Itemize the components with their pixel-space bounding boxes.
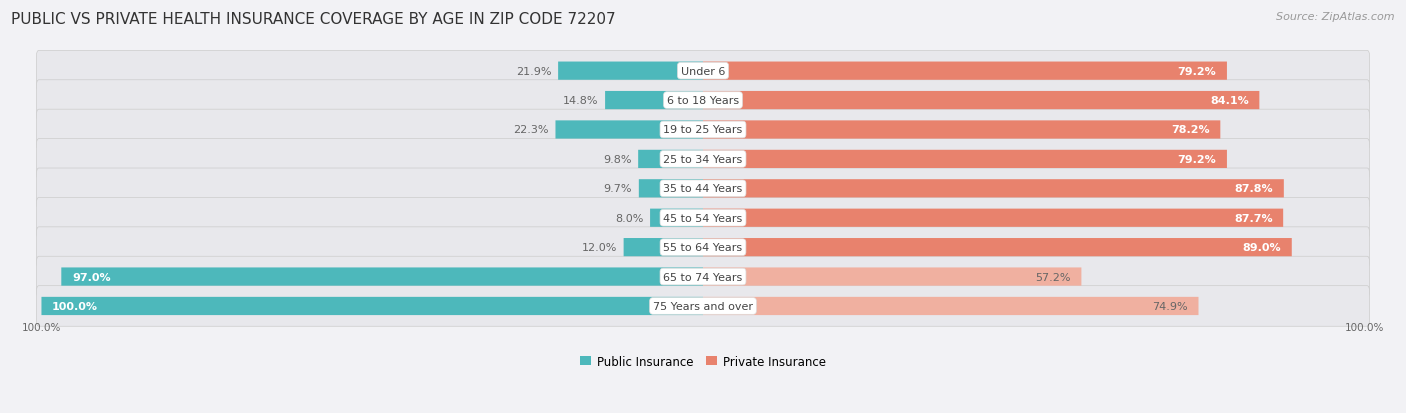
- FancyBboxPatch shape: [37, 110, 1369, 150]
- Text: Source: ZipAtlas.com: Source: ZipAtlas.com: [1277, 12, 1395, 22]
- Text: 6 to 18 Years: 6 to 18 Years: [666, 96, 740, 106]
- FancyBboxPatch shape: [37, 169, 1369, 209]
- Text: 22.3%: 22.3%: [513, 125, 548, 135]
- FancyBboxPatch shape: [624, 238, 703, 256]
- Text: 21.9%: 21.9%: [516, 66, 551, 76]
- FancyBboxPatch shape: [638, 180, 703, 198]
- FancyBboxPatch shape: [37, 51, 1369, 92]
- Legend: Public Insurance, Private Insurance: Public Insurance, Private Insurance: [575, 350, 831, 373]
- Text: 45 to 54 Years: 45 to 54 Years: [664, 213, 742, 223]
- FancyBboxPatch shape: [37, 81, 1369, 121]
- Text: 100.0%: 100.0%: [21, 323, 60, 332]
- Text: 100.0%: 100.0%: [52, 301, 98, 311]
- FancyBboxPatch shape: [650, 209, 703, 227]
- FancyBboxPatch shape: [703, 62, 1227, 81]
- FancyBboxPatch shape: [638, 150, 703, 169]
- Text: 79.2%: 79.2%: [1178, 66, 1216, 76]
- Text: Under 6: Under 6: [681, 66, 725, 76]
- FancyBboxPatch shape: [37, 198, 1369, 238]
- Text: 25 to 34 Years: 25 to 34 Years: [664, 154, 742, 164]
- Text: 87.8%: 87.8%: [1234, 184, 1274, 194]
- FancyBboxPatch shape: [703, 209, 1284, 227]
- FancyBboxPatch shape: [37, 286, 1369, 327]
- Text: 74.9%: 74.9%: [1153, 301, 1188, 311]
- Text: 65 to 74 Years: 65 to 74 Years: [664, 272, 742, 282]
- Text: 12.0%: 12.0%: [582, 242, 617, 252]
- FancyBboxPatch shape: [558, 62, 703, 81]
- Text: 87.7%: 87.7%: [1234, 213, 1272, 223]
- FancyBboxPatch shape: [605, 92, 703, 110]
- Text: 9.7%: 9.7%: [603, 184, 633, 194]
- FancyBboxPatch shape: [703, 297, 1198, 316]
- FancyBboxPatch shape: [703, 238, 1292, 256]
- FancyBboxPatch shape: [703, 150, 1227, 169]
- Text: 75 Years and over: 75 Years and over: [652, 301, 754, 311]
- FancyBboxPatch shape: [555, 121, 703, 139]
- FancyBboxPatch shape: [37, 256, 1369, 297]
- FancyBboxPatch shape: [703, 121, 1220, 139]
- Text: 57.2%: 57.2%: [1035, 272, 1071, 282]
- Text: PUBLIC VS PRIVATE HEALTH INSURANCE COVERAGE BY AGE IN ZIP CODE 72207: PUBLIC VS PRIVATE HEALTH INSURANCE COVER…: [11, 12, 616, 27]
- Text: 79.2%: 79.2%: [1178, 154, 1216, 164]
- Text: 100.0%: 100.0%: [1346, 323, 1385, 332]
- Text: 84.1%: 84.1%: [1211, 96, 1249, 106]
- Text: 97.0%: 97.0%: [72, 272, 111, 282]
- FancyBboxPatch shape: [41, 297, 703, 316]
- Text: 35 to 44 Years: 35 to 44 Years: [664, 184, 742, 194]
- Text: 19 to 25 Years: 19 to 25 Years: [664, 125, 742, 135]
- Text: 14.8%: 14.8%: [562, 96, 599, 106]
- Text: 89.0%: 89.0%: [1243, 242, 1281, 252]
- FancyBboxPatch shape: [37, 139, 1369, 180]
- FancyBboxPatch shape: [703, 92, 1260, 110]
- Text: 55 to 64 Years: 55 to 64 Years: [664, 242, 742, 252]
- FancyBboxPatch shape: [703, 268, 1081, 286]
- Text: 8.0%: 8.0%: [614, 213, 644, 223]
- Text: 78.2%: 78.2%: [1171, 125, 1209, 135]
- FancyBboxPatch shape: [62, 268, 703, 286]
- FancyBboxPatch shape: [37, 227, 1369, 268]
- Text: 9.8%: 9.8%: [603, 154, 631, 164]
- FancyBboxPatch shape: [703, 180, 1284, 198]
